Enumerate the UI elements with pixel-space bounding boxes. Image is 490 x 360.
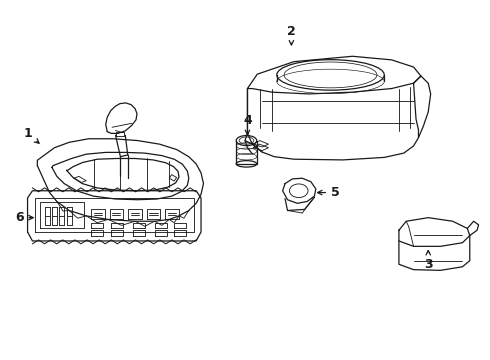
Text: 2: 2 [287, 25, 296, 45]
Text: 6: 6 [15, 211, 33, 224]
Text: 4: 4 [243, 114, 252, 135]
Text: 1: 1 [23, 127, 39, 143]
Text: 5: 5 [318, 186, 340, 199]
Text: 3: 3 [424, 251, 433, 271]
